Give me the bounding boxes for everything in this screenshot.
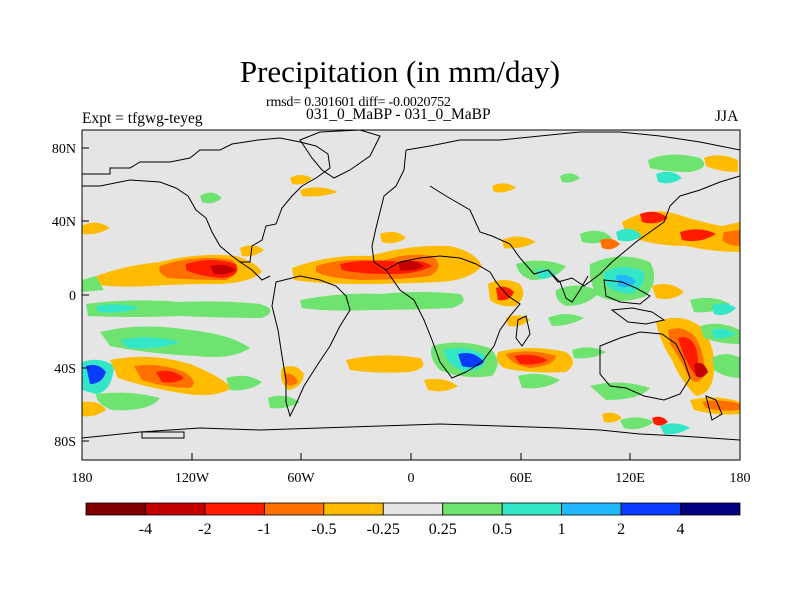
colorbar-label: -1 bbox=[258, 521, 271, 538]
colorbar-swatch bbox=[85, 502, 146, 516]
season-label: JJA bbox=[715, 108, 739, 125]
colorbar-swatch bbox=[382, 502, 444, 516]
lat-axis: 80N 40N 0 40S 80S bbox=[52, 142, 89, 450]
colorbar-swatch bbox=[561, 502, 622, 516]
colorbar-label: 0.25 bbox=[429, 521, 457, 538]
colorbar-swatch bbox=[263, 502, 325, 516]
coastlines bbox=[82, 130, 740, 441]
colorbar-label: 1 bbox=[558, 521, 566, 538]
lon-tick-label: 60W bbox=[287, 471, 315, 486]
rmsd-diff-subtitle: rmsd= 0.301601 diff= -0.0020752 bbox=[266, 95, 451, 110]
colorbar-label: 4 bbox=[677, 521, 685, 538]
colorbar: -4 -2 -1 -0.5 -0.25 0.25 0.5 1 2 4 bbox=[85, 502, 741, 538]
lon-tick-label: 180 bbox=[730, 471, 751, 486]
lat-tick-label: 0 bbox=[69, 289, 76, 304]
lat-tick-label: 80S bbox=[54, 435, 76, 450]
anomaly-contours bbox=[82, 154, 740, 435]
colorbar-swatch bbox=[680, 502, 741, 516]
colorbar-swatch bbox=[620, 502, 681, 516]
colorbar-label: -0.25 bbox=[367, 521, 400, 538]
colorbar-label: -2 bbox=[198, 521, 211, 538]
lon-tick-label: 0 bbox=[408, 471, 415, 486]
colorbar-swatch bbox=[442, 502, 503, 516]
lat-tick-label: 40N bbox=[52, 215, 76, 230]
lon-axis: 180 120W 60W 0 60E 120E 180 bbox=[72, 453, 751, 486]
colorbar-swatch bbox=[501, 502, 563, 516]
comparison-label: 031_0_MaBP - 031_0_MaBP bbox=[306, 106, 491, 123]
lon-tick-label: 120E bbox=[615, 471, 645, 486]
chart-title: Precipitation (in mm/day) bbox=[239, 54, 561, 89]
colorbar-swatch bbox=[145, 502, 206, 516]
colorbar-swatch bbox=[323, 502, 384, 516]
map-panel bbox=[82, 130, 740, 460]
lat-tick-label: 40S bbox=[54, 362, 76, 377]
colorbar-label: -4 bbox=[139, 521, 152, 538]
colorbar-swatch bbox=[204, 502, 265, 516]
lon-tick-label: 120W bbox=[175, 471, 210, 486]
colorbar-label: 2 bbox=[617, 521, 625, 538]
experiment-label: Expt = tfgwg-teyeg bbox=[82, 110, 203, 127]
colorbar-label: 0.5 bbox=[492, 521, 512, 538]
colorbar-label: -0.5 bbox=[311, 521, 336, 538]
lon-tick-label: 180 bbox=[72, 471, 93, 486]
lat-tick-label: 80N bbox=[52, 142, 76, 157]
lon-tick-label: 60E bbox=[510, 471, 533, 486]
